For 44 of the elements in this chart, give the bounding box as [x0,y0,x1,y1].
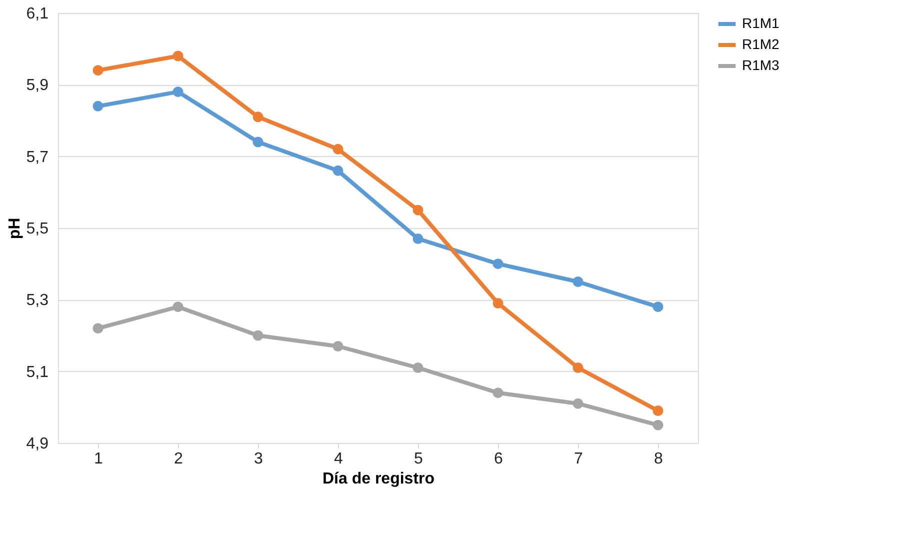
x-tick-label: 5 [414,450,424,468]
x-tick-label: 3 [254,450,264,468]
point [652,302,664,312]
point [332,165,344,176]
y-tick-label: 6,1 [26,6,49,22]
point [412,362,424,373]
x-tick-label: 8 [654,450,664,468]
point [332,341,344,352]
point [92,100,104,112]
point [172,86,184,98]
point [172,50,184,62]
y-tick-label: 5,7 [26,148,49,166]
point [652,406,664,416]
point [92,323,104,334]
y-tick-label: 5,9 [26,77,49,94]
point [412,234,424,244]
point [252,112,264,122]
point [492,258,504,270]
point [652,420,664,430]
legend-label: R1M1 [742,15,780,31]
y-tick-label: 5,3 [26,292,49,310]
x-axis-title: Día de registro [322,470,435,488]
point [492,388,504,398]
x-tick-label: 2 [174,450,184,468]
x-tick-label: 6 [494,450,504,468]
x-tick-label: 1 [94,450,104,468]
point [492,298,504,308]
y-tick-label: 5,1 [26,364,49,381]
y-tick-label: 5,5 [26,220,49,238]
x-tick-label: 4 [334,450,344,468]
point [572,398,584,409]
point [332,144,344,154]
x-tick-label: 7 [574,450,584,468]
point [572,276,584,287]
point [252,136,264,148]
point [252,330,264,341]
y-tick-label: 4,9 [26,436,49,452]
point [172,302,184,312]
point [92,65,104,76]
legend-label: R1M2 [742,36,780,52]
point [412,204,424,216]
y-axis-title: pH [6,218,24,240]
legend-label: R1M3 [742,57,780,73]
point [572,362,584,373]
